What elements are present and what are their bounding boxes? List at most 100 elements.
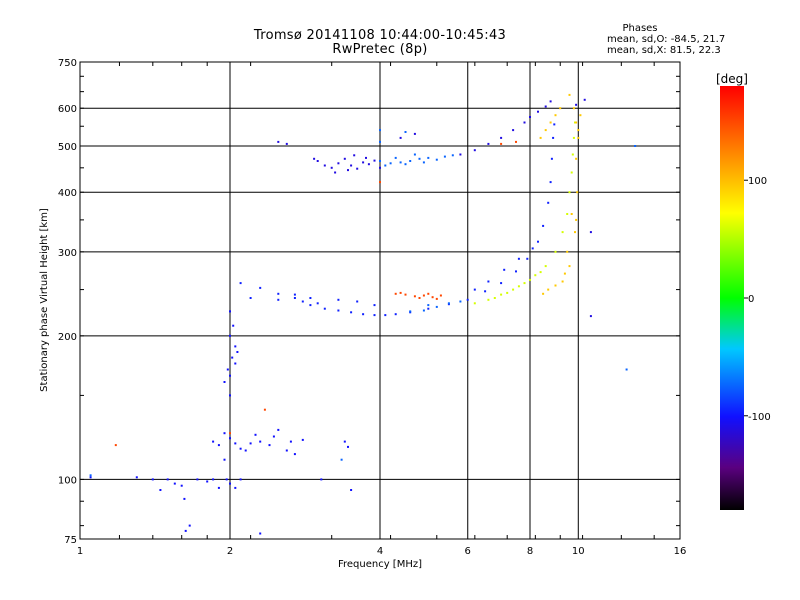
data-point [531, 247, 534, 250]
data-point [554, 114, 557, 117]
data-point [431, 296, 434, 299]
data-point [289, 440, 292, 443]
data-point [184, 529, 187, 532]
data-point [249, 442, 252, 445]
data-point [634, 145, 637, 147]
data-point [379, 140, 381, 143]
y-tick-label: 100 [58, 475, 77, 486]
y-tick-label: 200 [58, 332, 77, 343]
data-point [217, 486, 220, 489]
data-point [539, 271, 542, 274]
data-point [574, 231, 576, 234]
x-tick-label: 16 [674, 546, 687, 557]
colorbar-ticks: 100 0 -100 [744, 176, 771, 423]
data-point [418, 157, 421, 160]
data-point [394, 156, 397, 159]
data-point [89, 474, 92, 477]
data-point [435, 158, 438, 161]
grid-lines [80, 62, 680, 539]
data-point [226, 368, 229, 371]
data-point [384, 314, 387, 317]
data-point [554, 284, 557, 287]
data-point [459, 300, 462, 303]
data-point [277, 428, 280, 431]
data-point [503, 268, 506, 271]
y-tick-label: 400 [58, 188, 77, 199]
data-point [549, 121, 552, 124]
data-point [285, 449, 288, 452]
data-point [473, 302, 476, 305]
data-point [559, 107, 562, 110]
data-point [487, 298, 490, 301]
data-point [263, 408, 266, 411]
data-point [487, 142, 490, 145]
data-point [350, 311, 353, 314]
data-point [254, 433, 257, 436]
data-point [427, 292, 430, 295]
data-point [183, 497, 186, 500]
data-point [229, 374, 231, 377]
data-point [231, 356, 234, 359]
data-point [473, 149, 476, 152]
data-point [500, 136, 503, 139]
data-point [367, 163, 370, 166]
data-point [272, 435, 275, 438]
stats-title: Phases [622, 23, 658, 34]
data-point [268, 444, 271, 447]
data-point [549, 181, 552, 184]
x-tick-label: 4 [377, 546, 383, 557]
data-point [373, 314, 376, 317]
data-point [259, 440, 262, 443]
data-point [583, 98, 586, 101]
data-point [239, 282, 242, 285]
data-point [309, 304, 312, 307]
data-point [196, 478, 199, 481]
data-point [229, 394, 231, 397]
data-point [561, 231, 564, 234]
data-point [563, 272, 566, 275]
data-point [575, 218, 578, 221]
data-point [566, 250, 569, 253]
data-point [413, 132, 416, 135]
data-point [379, 129, 381, 132]
data-point [399, 136, 402, 139]
data-point [356, 167, 359, 170]
x-axis-label: Frequency [MHz] [338, 559, 422, 570]
data-point [447, 302, 450, 305]
data-point [343, 440, 346, 443]
data-point [575, 157, 578, 160]
y-tick-label: 500 [58, 142, 77, 153]
data-point [239, 478, 242, 481]
data-point [223, 458, 226, 461]
data-point [409, 160, 412, 162]
data-point [435, 305, 438, 308]
data-point [301, 300, 304, 303]
data-point [151, 478, 154, 481]
data-point [568, 265, 571, 268]
data-point [234, 442, 237, 445]
data-point [500, 142, 503, 145]
data-point [422, 161, 425, 164]
data-point [135, 476, 138, 479]
data-point [293, 297, 296, 299]
data-point [570, 213, 573, 215]
data-point [537, 240, 539, 243]
data-point [293, 293, 296, 296]
data-point [337, 309, 340, 312]
y-tick-label: 600 [58, 104, 77, 115]
data-point [427, 307, 430, 310]
data-point [422, 309, 425, 312]
data-point [404, 131, 407, 133]
data-point [277, 140, 280, 143]
data-point [459, 153, 462, 156]
data-point [259, 286, 262, 289]
data-point [249, 297, 252, 299]
stats-x-mode: mean, sd,X: 81.5, 22.3 [607, 45, 721, 56]
data-point [159, 489, 162, 491]
colorbar [720, 86, 744, 510]
data-point [544, 129, 547, 132]
data-point [234, 345, 237, 348]
data-point [409, 310, 412, 313]
data-point [212, 440, 215, 443]
